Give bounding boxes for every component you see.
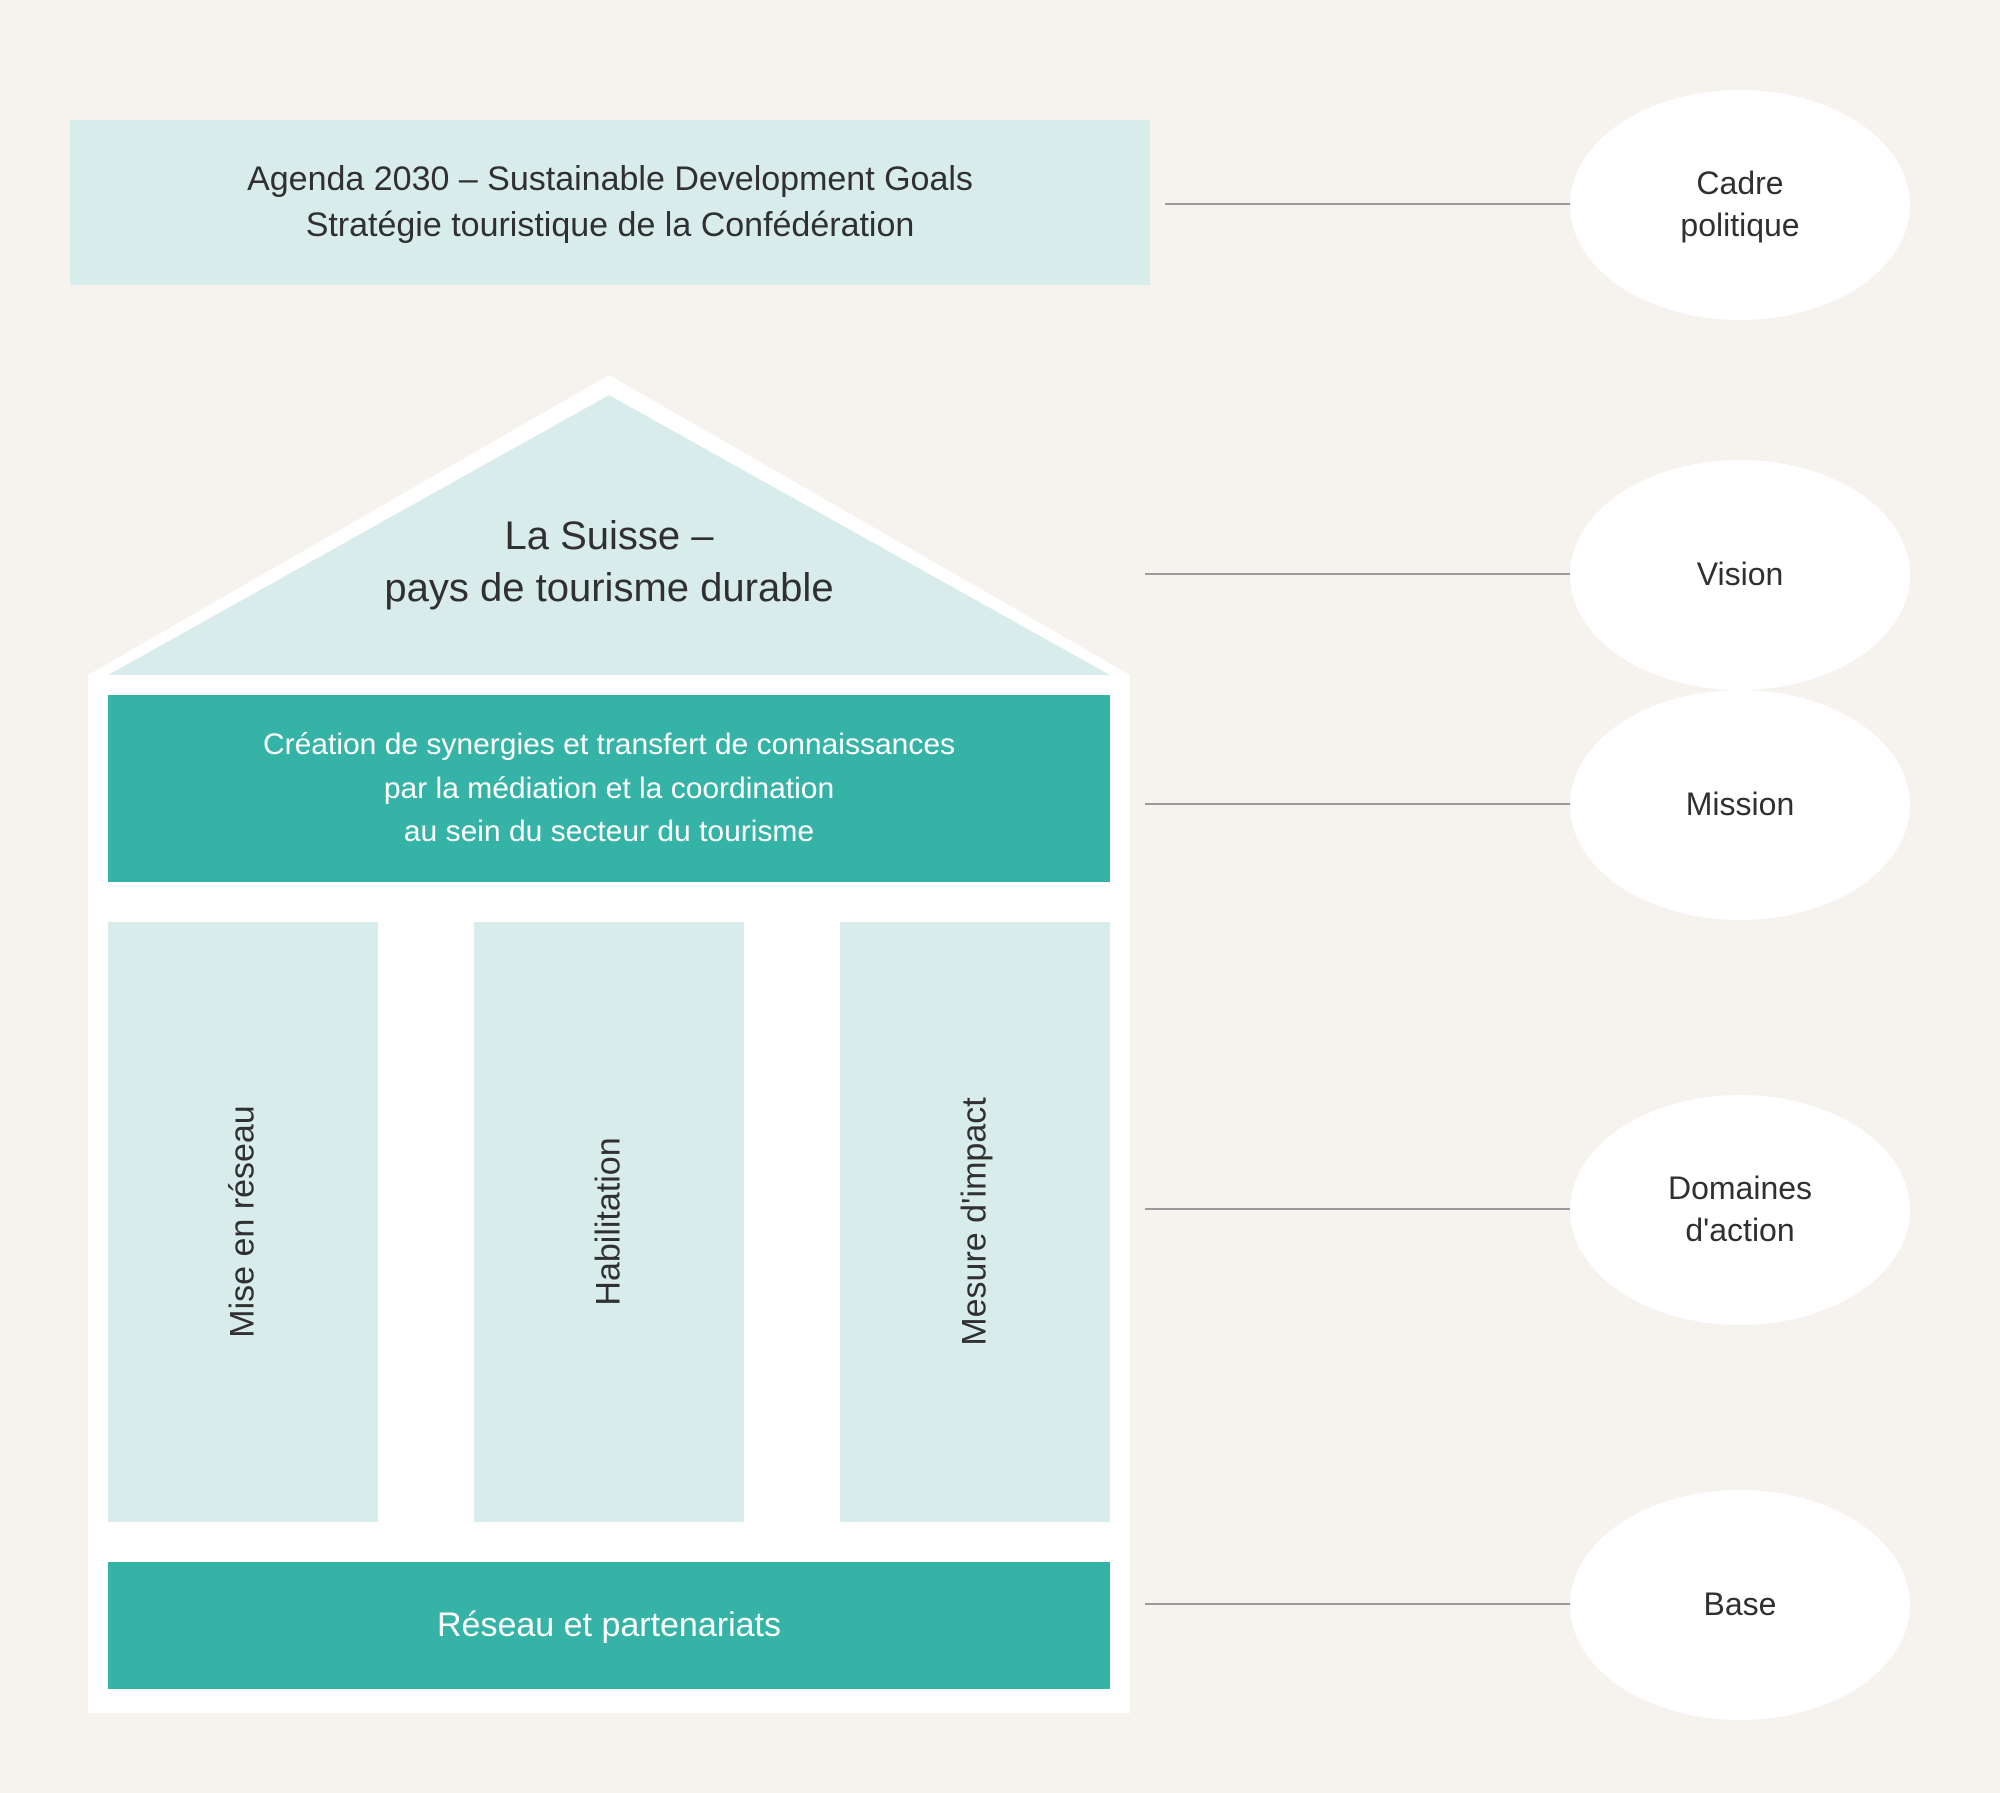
pillar-3-label: Mesure d'impact	[955, 1097, 994, 1345]
vision-line1: La Suisse –	[88, 510, 1130, 562]
house: La Suisse – pays de tourisme durable Cré…	[88, 375, 1130, 1685]
pillar-2-label: Habilitation	[590, 1137, 629, 1305]
pillar-3: Mesure d'impact	[840, 922, 1110, 1522]
house-body: Création de synergies et transfert de co…	[88, 675, 1130, 1713]
roof: La Suisse – pays de tourisme durable	[88, 375, 1130, 675]
agenda-line1: Agenda 2030 – Sustainable Development Go…	[247, 157, 973, 203]
agenda-line2: Stratégie touristique de la Confédératio…	[306, 203, 915, 249]
vision-line2: pays de tourisme durable	[88, 562, 1130, 614]
pillar-1: Mise en réseau	[108, 922, 378, 1522]
mission-line2: par la médiation et la coordination	[148, 767, 1070, 811]
label-vision: Vision	[1570, 460, 1910, 690]
connector-base	[1145, 1603, 1570, 1605]
label-mission: Mission	[1570, 690, 1910, 920]
mission-bar: Création de synergies et transfert de co…	[108, 695, 1110, 882]
label-base-text: Base	[1704, 1584, 1777, 1626]
label-mission-text: Mission	[1686, 784, 1794, 826]
label-domaines: Domainesd'action	[1570, 1095, 1910, 1325]
vision-text: La Suisse – pays de tourisme durable	[88, 510, 1130, 614]
connector-cadre	[1165, 203, 1570, 205]
label-cadre: Cadrepolitique	[1570, 90, 1910, 320]
pillars: Mise en réseau Habilitation Mesure d'imp…	[108, 922, 1110, 1522]
connector-domaines	[1145, 1208, 1570, 1210]
label-cadre-text: Cadrepolitique	[1680, 163, 1799, 246]
strategy-house-diagram: Agenda 2030 – Sustainable Development Go…	[0, 0, 2000, 1793]
label-base: Base	[1570, 1490, 1910, 1720]
connector-mission	[1145, 803, 1570, 805]
base-bar: Réseau et partenariats	[108, 1562, 1110, 1689]
agenda-box: Agenda 2030 – Sustainable Development Go…	[70, 120, 1150, 285]
mission-line1: Création de synergies et transfert de co…	[148, 723, 1070, 767]
label-vision-text: Vision	[1697, 554, 1784, 596]
label-domaines-text: Domainesd'action	[1668, 1168, 1812, 1251]
base-label: Réseau et partenariats	[437, 1606, 781, 1644]
pillar-1-label: Mise en réseau	[224, 1105, 263, 1337]
mission-line3: au sein du secteur du tourisme	[148, 810, 1070, 854]
connector-vision	[1145, 573, 1570, 575]
pillar-2: Habilitation	[474, 922, 744, 1522]
